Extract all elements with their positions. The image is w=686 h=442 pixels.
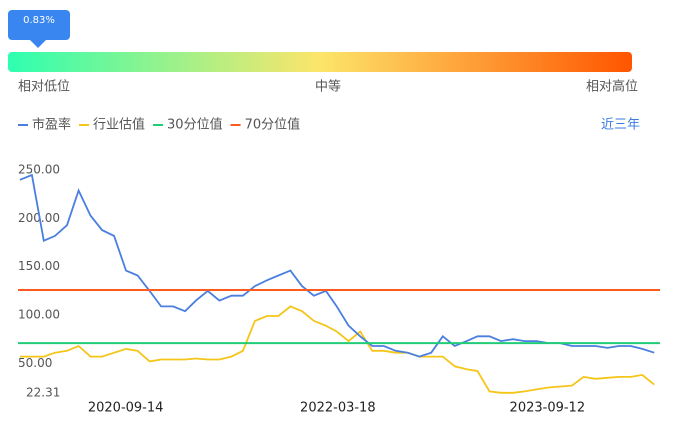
legend-label: 70分位值 [245,117,301,133]
badge-arrow [30,40,46,48]
y-tick-label: 22.31 [26,386,60,400]
x-tick-label: 2022-03-18 [300,401,376,416]
percentile-badge [8,10,70,40]
scale-label: 相对低位 [18,80,70,95]
series-line [19,173,655,358]
series-line [19,305,655,394]
legend-label: 30分位值 [167,117,223,133]
y-tick-label: 50.00 [18,356,52,370]
percentile-label: 0.83% [23,15,55,26]
percentile-bar [8,52,632,72]
legend-label: 行业估值 [93,117,145,133]
scale-label: 相对高位 [586,79,638,95]
x-tick-label: 2020-09-14 [88,401,164,416]
y-tick-label: 100.00 [18,307,60,321]
legend-label: 市盈率 [32,117,71,133]
x-tick-label: 2023-09-12 [510,401,586,416]
y-tick-label: 250.00 [18,163,60,177]
range-button[interactable]: 近三年 [601,118,640,133]
scale-label: 中等 [315,79,341,95]
y-tick-label: 150.00 [18,259,60,273]
